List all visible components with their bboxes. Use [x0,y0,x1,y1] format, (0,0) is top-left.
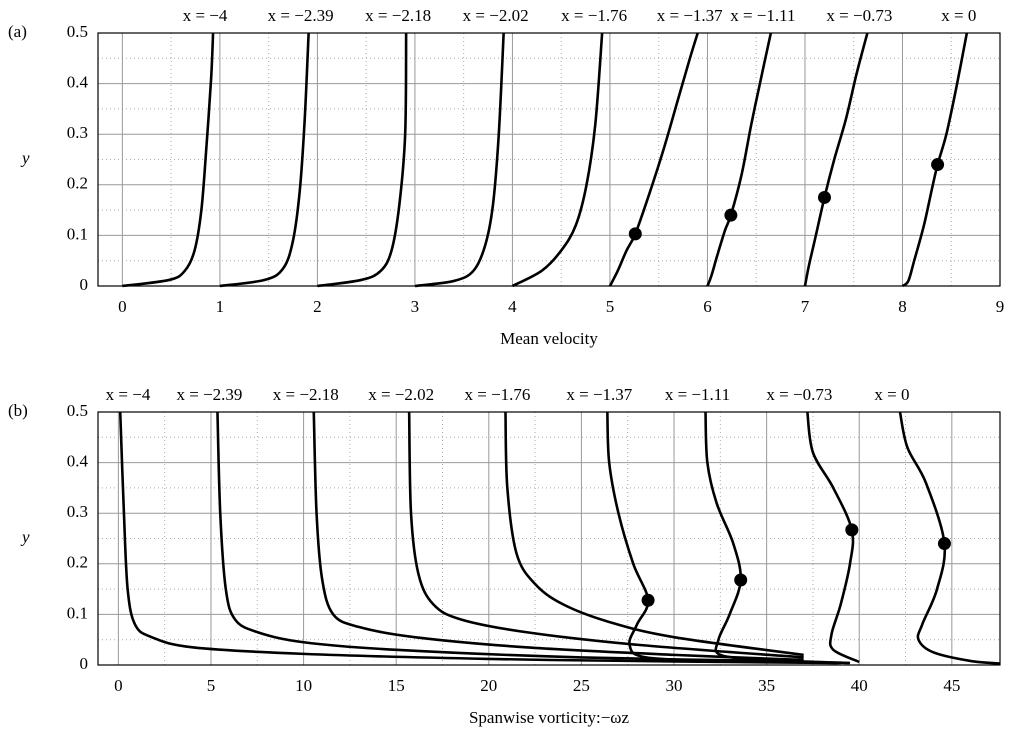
profile-line [122,32,215,288]
profile-line [216,411,804,663]
profile-line [608,32,699,287]
x-tick-label: 3 [411,297,420,316]
y-tick-label: 0.2 [67,553,88,572]
y-tick-label: 0.1 [67,224,88,243]
y-tick-label: 0 [80,654,89,673]
y-tick-label: 0.3 [67,123,88,142]
series-label: x = −1.37 [566,385,632,404]
profile-line [803,32,869,287]
profile-line [219,32,310,288]
x-tick-label: 1 [216,297,225,316]
series-label: x = −2.18 [273,385,339,404]
panel-label: (b) [8,401,28,420]
x-tick-label: 2 [313,297,322,316]
panel-label: (a) [8,22,27,41]
marker-dot [734,573,748,587]
series-label: x = −1.76 [465,385,531,404]
x-tick-label: 45 [943,676,960,695]
x-tick-label: 30 [666,676,683,695]
y-axis-label: y [20,148,30,167]
profile-line [504,411,804,657]
series-label: x = −1.11 [665,385,730,404]
x-tick-label: 8 [898,297,907,316]
profile-line [118,411,838,665]
series-label: x = −0.73 [766,385,832,404]
marker-dot [628,227,642,241]
x-tick-label: 35 [758,676,775,695]
series-label: x = −1.76 [561,6,627,25]
profile-line [806,411,860,664]
profile-line [511,32,604,288]
series-label: x = −2.39 [268,6,334,25]
profile-line [704,411,851,665]
series-label: x = −1.37 [657,6,723,25]
x-tick-label: 25 [573,676,590,695]
x-tick-label: 9 [996,297,1005,316]
y-tick-label: 0.1 [67,603,88,622]
x-tick-label: 20 [480,676,497,695]
x-tick-label: 6 [703,297,712,316]
y-tick-label: 0.4 [67,452,89,471]
x-tick-label: 0 [114,676,123,695]
x-tick-label: 10 [295,676,312,695]
y-tick-label: 0.3 [67,502,88,521]
x-tick-label: 5 [606,297,615,316]
x-tick-label: 0 [118,297,127,316]
series-label: x = −4 [183,6,228,25]
profile-line [414,32,505,288]
profile-line [407,411,804,659]
marker-dot [641,593,655,607]
series-label: x = −2.02 [368,385,434,404]
x-tick-label: 15 [388,676,405,695]
x-axis-label: Mean velocity [500,329,598,348]
y-tick-label: 0.2 [67,174,88,193]
x-axis-label: Spanwise vorticity:−ωz [469,708,630,727]
marker-dot [937,537,951,551]
profile-line [317,32,408,288]
series-label: x = 0 [941,6,976,25]
series-label: x = −2.02 [463,6,529,25]
series-label: x = 0 [874,385,909,404]
series-label: x = −0.73 [826,6,892,25]
marker-dot [724,208,738,222]
profile-line [898,411,1000,665]
profile-line [312,411,804,662]
x-tick-label: 5 [207,676,216,695]
series-label: x = −2.39 [176,385,242,404]
x-tick-label: 40 [851,676,868,695]
y-tick-label: 0.5 [67,401,88,420]
profile-line [606,411,841,665]
x-tick-label: 7 [801,297,810,316]
y-tick-label: 0 [80,275,89,294]
series-label: x = −2.18 [365,6,431,25]
marker-dot [817,190,831,204]
profile-line [901,32,969,288]
plot-frame [97,32,1001,287]
y-tick-label: 0.5 [67,22,88,41]
series-label: x = −1.11 [730,6,795,25]
y-axis-label: y [20,527,30,546]
marker-dot [931,158,945,172]
plot-frame [97,411,1001,666]
series-label: x = −4 [106,385,151,404]
profile-line [706,32,773,287]
y-tick-label: 0.4 [67,73,89,92]
x-tick-label: 4 [508,297,517,316]
marker-dot [845,523,859,537]
